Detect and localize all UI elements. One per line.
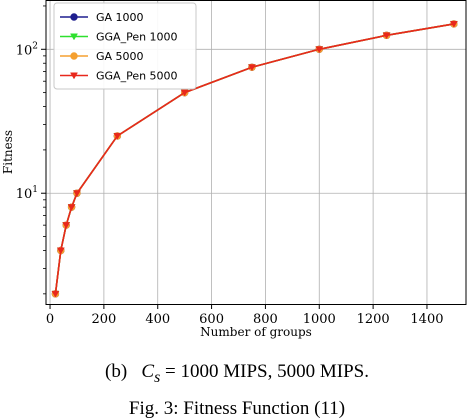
y-tick-label: 101: [16, 185, 38, 202]
y-axis-label: Fitness: [1, 130, 15, 174]
data-point: [67, 204, 76, 212]
legend-label: GA 5000: [96, 50, 144, 63]
legend-marker: [70, 72, 78, 80]
figure-caption: Fig. 3: Fitness Function (11): [128, 398, 346, 419]
fitness-chart: 0 200 400 600 800 1000 1200 1400 101 102 Number o…: [1, 0, 467, 339]
x-tick-label: 0: [46, 312, 54, 327]
subfigure-caption: (b) Cs = 1000 MIPS, 5000 MIPS.: [0, 361, 474, 387]
x-tick-label: 800: [253, 312, 278, 327]
y-tick-label: 102: [16, 41, 38, 58]
x-tick-label: 400: [145, 312, 170, 327]
caption-subscript: s: [154, 368, 161, 386]
data-point: [449, 20, 458, 28]
x-tick-label: 1200: [357, 312, 390, 327]
legend-box: [53, 2, 197, 90]
data-point: [382, 32, 391, 40]
data-point: [113, 132, 122, 140]
data-point: [180, 89, 189, 97]
data-point: [62, 222, 71, 230]
caption-variable: C: [141, 361, 155, 382]
axis-ticks: 0 200 400 600 800 1000 1200 1400 101 102: [16, 5, 444, 327]
legend-label: GGA_Pen 5000: [96, 70, 178, 83]
data-point: [315, 46, 324, 54]
x-tick-label: 600: [199, 312, 224, 327]
x-tick-label: 1400: [410, 312, 443, 327]
plot-frame: [45, 0, 467, 305]
legend-item: GA 5000: [60, 50, 144, 63]
x-tick-label: 1000: [303, 312, 336, 327]
legend-item: GGA_Pen 5000: [60, 70, 178, 83]
data-point: [56, 247, 65, 255]
series-4: [51, 20, 458, 298]
legend-label: GGA_Pen 1000: [96, 31, 178, 44]
legend-marker: [70, 52, 78, 60]
data-point: [248, 64, 256, 72]
data-point: [51, 290, 60, 298]
legend-label: GA 1000: [96, 11, 144, 24]
x-axis-label: Number of groups: [200, 325, 312, 339]
legend-item: GA 1000: [60, 11, 144, 24]
caption-text: = 1000 MIPS, 5000 MIPS.: [165, 361, 369, 382]
data-point: [73, 190, 81, 198]
series-layer: [51, 20, 458, 298]
x-tick-label: 200: [91, 312, 116, 327]
legend-marker: [70, 33, 78, 41]
legend: GA 1000 GGA_Pen 1000 GA 5000 GGA_Pen 5000: [53, 2, 197, 90]
caption-label: (b): [105, 361, 128, 382]
legend-item: GGA_Pen 1000: [60, 31, 178, 44]
legend-marker: [70, 13, 78, 21]
